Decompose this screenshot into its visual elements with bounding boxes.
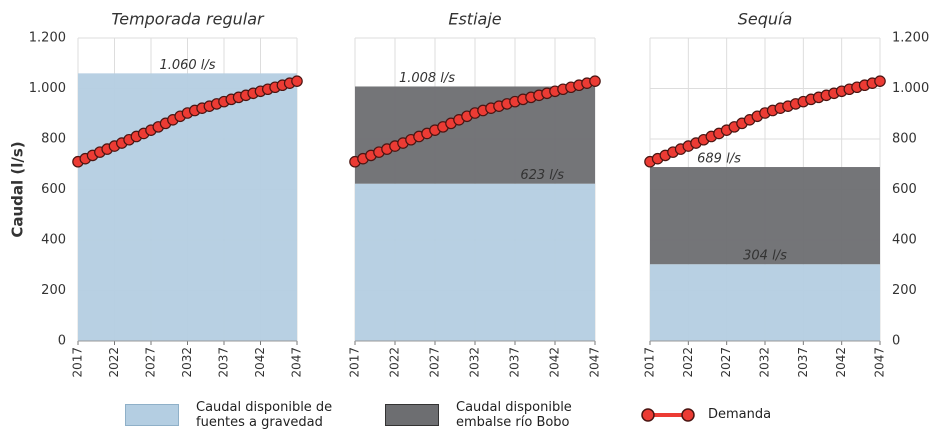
y-tick-label: 0: [892, 334, 900, 349]
y-axis-label: Caudal (l/s): [9, 141, 27, 237]
y-tick-label: 400: [41, 233, 66, 248]
y-tick-label: 1.200: [29, 31, 66, 46]
y-tick-label: 0: [58, 334, 66, 349]
x-tick-label: 2027: [428, 347, 442, 378]
annotation: 1.008 l/s: [399, 71, 455, 86]
panel-title: Estiaje: [448, 10, 501, 29]
x-tick-label: 2042: [834, 347, 848, 378]
x-tick-label: 2032: [468, 347, 482, 378]
y-tick-label: 600: [41, 182, 66, 197]
y-tick-label: 200: [892, 283, 917, 298]
x-tick-label: 2032: [180, 347, 194, 378]
legend-label: Demanda: [708, 407, 772, 422]
y-tick-label: 200: [41, 283, 66, 298]
x-tick-label: 2042: [548, 347, 562, 378]
y-tick-label: 1.000: [892, 81, 929, 96]
x-tick-label: 2037: [796, 347, 810, 378]
area: [355, 183, 595, 341]
area: [650, 167, 880, 265]
legend-swatch: [385, 404, 439, 426]
y-tick-label: 1.200: [892, 31, 929, 46]
x-tick-label: 2042: [253, 347, 267, 378]
x-tick-label: 2047: [588, 347, 602, 378]
legend-label: Caudal disponible embalse río Bobo: [456, 400, 572, 430]
annotation: 623 l/s: [520, 168, 564, 183]
x-tick-label: 2022: [388, 347, 402, 378]
x-tick-label: 2027: [719, 347, 733, 378]
x-tick-label: 2037: [217, 347, 231, 378]
legend-swatch: [125, 404, 179, 426]
x-tick-label: 2047: [290, 347, 304, 378]
point: [291, 75, 303, 87]
x-tick-label: 2022: [107, 347, 121, 378]
x-tick-label: 2017: [643, 347, 657, 378]
point: [589, 75, 601, 87]
y-tick-label: 800: [892, 132, 917, 147]
x-tick-label: 2037: [508, 347, 522, 378]
x-tick-label: 2047: [873, 347, 887, 378]
y-tick-label: 400: [892, 233, 917, 248]
x-tick-label: 2022: [681, 347, 695, 378]
annotation: 689 l/s: [697, 152, 741, 167]
x-tick-label: 2032: [758, 347, 772, 378]
panel-title: Temporada regular: [111, 10, 265, 29]
x-tick-label: 2017: [348, 347, 362, 378]
area: [355, 86, 595, 184]
legend-label: Caudal disponible de fuentes a gravedad: [196, 400, 333, 430]
annotation: 1.060 l/s: [159, 58, 215, 73]
panel-title: Sequía: [738, 10, 793, 29]
point: [874, 75, 886, 87]
annotation: 304 l/s: [743, 249, 787, 264]
y-tick-label: 1.000: [29, 81, 66, 96]
area: [650, 264, 880, 341]
y-tick-label: 800: [41, 132, 66, 147]
legend-line-swatch: [641, 408, 695, 422]
x-tick-label: 2027: [144, 347, 158, 378]
chart: 2017 2022 2027 2032 2037 2042 2047 0 200 400 600 80…: [9, 10, 930, 378]
y-tick-label: 600: [892, 182, 917, 197]
x-tick-label: 2017: [71, 347, 85, 378]
